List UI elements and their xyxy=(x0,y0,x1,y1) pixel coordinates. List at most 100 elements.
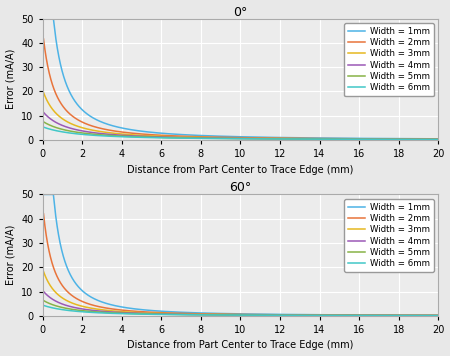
Y-axis label: Error (mA/A): Error (mA/A) xyxy=(5,49,16,109)
Line: Width = 1mm: Width = 1mm xyxy=(44,19,438,139)
Width = 3mm xyxy=(222,313,228,317)
Width = 2mm xyxy=(436,137,441,141)
Width = 1mm xyxy=(351,136,357,141)
Width = 6mm xyxy=(41,303,46,308)
Width = 2mm xyxy=(41,37,46,41)
Width = 3mm xyxy=(351,137,357,141)
Width = 6mm xyxy=(41,125,46,129)
Width = 1mm xyxy=(233,312,238,316)
Width = 2mm xyxy=(351,313,357,317)
Width = 1mm xyxy=(233,135,238,139)
Width = 1mm xyxy=(424,137,429,141)
Line: Width = 3mm: Width = 3mm xyxy=(44,93,438,139)
Width = 5mm xyxy=(233,136,238,141)
Width = 6mm xyxy=(222,313,228,317)
Width = 3mm xyxy=(61,117,66,122)
Width = 3mm xyxy=(424,137,429,141)
Width = 4mm xyxy=(233,313,238,317)
Width = 5mm xyxy=(424,313,429,318)
Width = 5mm xyxy=(424,313,429,318)
Width = 6mm xyxy=(424,313,429,318)
Width = 2mm xyxy=(41,212,46,216)
Width = 1mm xyxy=(222,312,228,316)
Y-axis label: Error (mA/A): Error (mA/A) xyxy=(5,225,16,286)
Width = 1mm xyxy=(424,313,429,317)
Width = 6mm xyxy=(61,130,66,134)
Width = 6mm xyxy=(424,313,429,318)
Width = 5mm xyxy=(233,313,238,317)
Width = 2mm xyxy=(233,312,238,316)
Width = 5mm xyxy=(41,298,46,303)
Width = 2mm xyxy=(61,285,66,289)
Width = 4mm xyxy=(61,302,66,307)
Width = 3mm xyxy=(41,269,46,274)
Width = 6mm xyxy=(61,308,66,312)
Width = 4mm xyxy=(436,137,441,141)
Width = 3mm xyxy=(233,313,238,317)
Width = 3mm xyxy=(436,313,441,318)
Width = 1mm xyxy=(424,137,429,141)
Width = 1mm xyxy=(424,313,429,317)
Width = 6mm xyxy=(351,313,357,318)
Width = 3mm xyxy=(424,137,429,141)
Line: Width = 3mm: Width = 3mm xyxy=(44,272,438,315)
Width = 2mm xyxy=(351,137,357,141)
Width = 2mm xyxy=(424,137,429,141)
Line: Width = 5mm: Width = 5mm xyxy=(44,122,438,140)
Width = 6mm xyxy=(222,136,228,141)
Width = 6mm xyxy=(233,137,238,141)
Line: Width = 4mm: Width = 4mm xyxy=(44,112,438,139)
Width = 5mm xyxy=(436,137,441,142)
Width = 3mm xyxy=(351,313,357,318)
Width = 5mm xyxy=(424,137,429,142)
X-axis label: Distance from Part Center to Trace Edge (mm): Distance from Part Center to Trace Edge … xyxy=(127,164,354,174)
Line: Width = 4mm: Width = 4mm xyxy=(44,292,438,315)
Width = 4mm xyxy=(424,137,429,141)
Width = 4mm xyxy=(233,136,238,141)
Width = 4mm xyxy=(424,313,429,318)
Width = 2mm xyxy=(436,313,441,318)
Width = 2mm xyxy=(61,105,66,109)
Width = 3mm xyxy=(424,313,429,318)
Width = 2mm xyxy=(222,135,228,140)
Width = 4mm xyxy=(41,289,46,294)
Legend: Width = 1mm, Width = 2mm, Width = 3mm, Width = 4mm, Width = 5mm, Width = 6mm: Width = 1mm, Width = 2mm, Width = 3mm, W… xyxy=(344,199,434,272)
Width = 3mm xyxy=(424,313,429,318)
Width = 5mm xyxy=(436,313,441,318)
Width = 5mm xyxy=(351,137,357,141)
Width = 1mm xyxy=(436,137,441,141)
Line: Width = 6mm: Width = 6mm xyxy=(44,305,438,316)
Width = 4mm xyxy=(424,313,429,318)
Width = 5mm xyxy=(351,313,357,318)
Width = 3mm xyxy=(61,297,66,301)
Line: Width = 1mm: Width = 1mm xyxy=(44,194,438,315)
Width = 1mm xyxy=(222,134,228,138)
Title: 0°: 0° xyxy=(233,6,248,19)
X-axis label: Distance from Part Center to Trace Edge (mm): Distance from Part Center to Trace Edge … xyxy=(127,340,354,350)
Width = 5mm xyxy=(61,306,66,310)
Width = 1mm xyxy=(41,16,46,21)
Width = 3mm xyxy=(233,136,238,140)
Width = 1mm xyxy=(41,192,46,197)
Legend: Width = 1mm, Width = 2mm, Width = 3mm, Width = 4mm, Width = 5mm, Width = 6mm: Width = 1mm, Width = 2mm, Width = 3mm, W… xyxy=(344,23,434,96)
Width = 5mm xyxy=(61,127,66,132)
Width = 2mm xyxy=(424,313,429,318)
Width = 4mm xyxy=(424,137,429,141)
Width = 4mm xyxy=(61,124,66,128)
Width = 5mm xyxy=(222,136,228,141)
Width = 4mm xyxy=(222,313,228,317)
Width = 5mm xyxy=(41,120,46,124)
Width = 1mm xyxy=(61,255,66,260)
Title: 60°: 60° xyxy=(229,182,252,194)
Width = 6mm xyxy=(351,137,357,141)
Width = 4mm xyxy=(351,313,357,318)
Width = 2mm xyxy=(424,137,429,141)
Width = 6mm xyxy=(424,137,429,142)
Width = 4mm xyxy=(41,110,46,115)
Width = 1mm xyxy=(436,313,441,318)
Width = 2mm xyxy=(222,312,228,316)
Width = 5mm xyxy=(424,137,429,142)
Line: Width = 2mm: Width = 2mm xyxy=(44,214,438,315)
Width = 3mm xyxy=(436,137,441,141)
Width = 3mm xyxy=(41,90,46,95)
